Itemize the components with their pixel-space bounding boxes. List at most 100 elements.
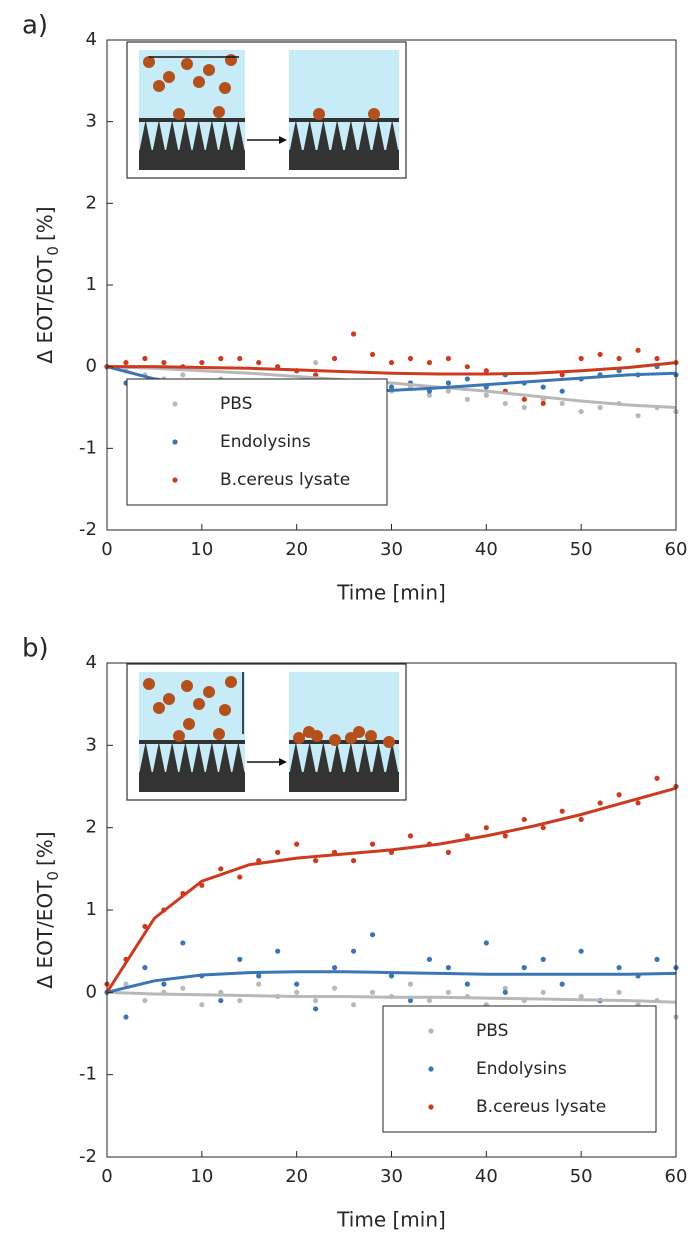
data-point bbox=[483, 940, 489, 946]
data-point bbox=[142, 965, 148, 971]
legend-marker bbox=[428, 1066, 434, 1072]
x-tick-label: 10 bbox=[190, 1166, 213, 1187]
data-point bbox=[350, 331, 357, 337]
substrate bbox=[139, 150, 245, 170]
data-point bbox=[369, 932, 376, 938]
particle bbox=[213, 728, 225, 740]
particle bbox=[365, 730, 377, 742]
data-point bbox=[635, 800, 641, 806]
pore-wall bbox=[232, 742, 245, 772]
data-point bbox=[388, 384, 395, 390]
legend-marker bbox=[428, 1104, 434, 1110]
data-point bbox=[237, 355, 243, 362]
data-point bbox=[350, 948, 357, 954]
pore-wall bbox=[358, 120, 371, 150]
data-point bbox=[218, 355, 224, 362]
x-tick-label: 30 bbox=[380, 1166, 403, 1187]
data-point bbox=[540, 384, 546, 390]
pore-wall bbox=[331, 120, 344, 150]
pore-wall bbox=[344, 742, 357, 772]
x-axis-title: Time [min] bbox=[336, 581, 446, 605]
data-point bbox=[483, 368, 489, 374]
data-point bbox=[578, 993, 584, 1000]
pore-wall bbox=[179, 742, 192, 772]
legend-label: B.cereus lysate bbox=[220, 470, 350, 490]
x-tick-label: 40 bbox=[475, 539, 498, 560]
particle bbox=[173, 730, 185, 742]
data-point bbox=[654, 956, 660, 963]
x-tick-label: 20 bbox=[285, 539, 308, 560]
inset-diagram bbox=[126, 663, 407, 801]
data-point bbox=[445, 989, 451, 995]
particle bbox=[293, 732, 305, 744]
pore-wall bbox=[192, 120, 205, 150]
data-point bbox=[616, 989, 622, 995]
pore-wall bbox=[344, 120, 357, 150]
y-tick-label: 1 bbox=[86, 274, 97, 295]
inset-diagram bbox=[126, 41, 407, 179]
data-point bbox=[426, 956, 433, 963]
y-axis-title: Δ EOT/EOT0 [%] bbox=[33, 206, 62, 363]
x-tick-label: 0 bbox=[101, 1166, 112, 1187]
data-point bbox=[559, 400, 565, 407]
data-point bbox=[237, 956, 243, 963]
data-point bbox=[332, 355, 338, 362]
legend-label: Endolysins bbox=[220, 432, 311, 452]
x-tick-label: 60 bbox=[665, 1166, 688, 1187]
data-point bbox=[483, 825, 489, 831]
chart-panel: a) 0 10 20 30 40 50 60 -2 -1 0 1 2 3 4 Time [min] Δ EOT/… bbox=[22, 11, 687, 605]
x-tick-label: 10 bbox=[190, 539, 213, 560]
data-point bbox=[502, 833, 508, 839]
particle bbox=[153, 80, 165, 92]
x-tick-label: 50 bbox=[570, 539, 593, 560]
particle bbox=[193, 698, 205, 710]
fit-line bbox=[106, 365, 677, 409]
data-point bbox=[521, 816, 527, 823]
data-point bbox=[445, 355, 451, 362]
y-axis-title-sub: 0 bbox=[44, 246, 62, 256]
particle bbox=[143, 678, 155, 690]
y-tick-label: -1 bbox=[79, 437, 97, 458]
data-point bbox=[578, 408, 584, 415]
particle bbox=[329, 734, 341, 746]
particle bbox=[219, 704, 231, 716]
y-axis-title-main: Δ EOT/EOT bbox=[33, 880, 57, 989]
data-point bbox=[540, 825, 546, 831]
pore-wall bbox=[152, 120, 165, 150]
data-point bbox=[464, 364, 470, 370]
x-axis-title: Time [min] bbox=[336, 1208, 446, 1232]
data-point bbox=[313, 1006, 319, 1012]
data-point bbox=[369, 989, 376, 995]
y-tick-label: 2 bbox=[86, 817, 97, 838]
y-axis-title-unit: [%] bbox=[33, 206, 57, 241]
data-point bbox=[559, 372, 565, 378]
data-point bbox=[616, 355, 622, 362]
particle bbox=[383, 736, 395, 748]
data-point bbox=[597, 404, 603, 411]
data-point bbox=[275, 948, 281, 954]
particle bbox=[225, 54, 237, 66]
data-point bbox=[654, 355, 660, 362]
pore-top bbox=[289, 740, 399, 744]
data-point bbox=[350, 1002, 357, 1008]
legend-label: B.cereus lysate bbox=[476, 1097, 606, 1117]
y-tick-label: 0 bbox=[86, 356, 97, 377]
legend-label: PBS bbox=[220, 394, 252, 414]
pore-wall bbox=[386, 742, 399, 772]
pore-wall bbox=[179, 120, 192, 150]
y-tick-label: 3 bbox=[86, 734, 97, 755]
pore-top bbox=[139, 118, 245, 122]
fit-line bbox=[106, 970, 677, 994]
y-tick-label: 4 bbox=[86, 29, 97, 50]
data-point bbox=[180, 372, 186, 378]
data-point bbox=[635, 413, 641, 419]
data-point bbox=[426, 997, 433, 1004]
data-point bbox=[483, 392, 489, 398]
y-tick-label: -2 bbox=[79, 1146, 97, 1167]
data-point bbox=[369, 841, 376, 847]
pore-wall bbox=[166, 742, 179, 772]
data-point bbox=[332, 985, 338, 991]
data-point bbox=[199, 359, 205, 366]
data-point bbox=[180, 940, 186, 946]
pore-wall bbox=[358, 742, 371, 772]
